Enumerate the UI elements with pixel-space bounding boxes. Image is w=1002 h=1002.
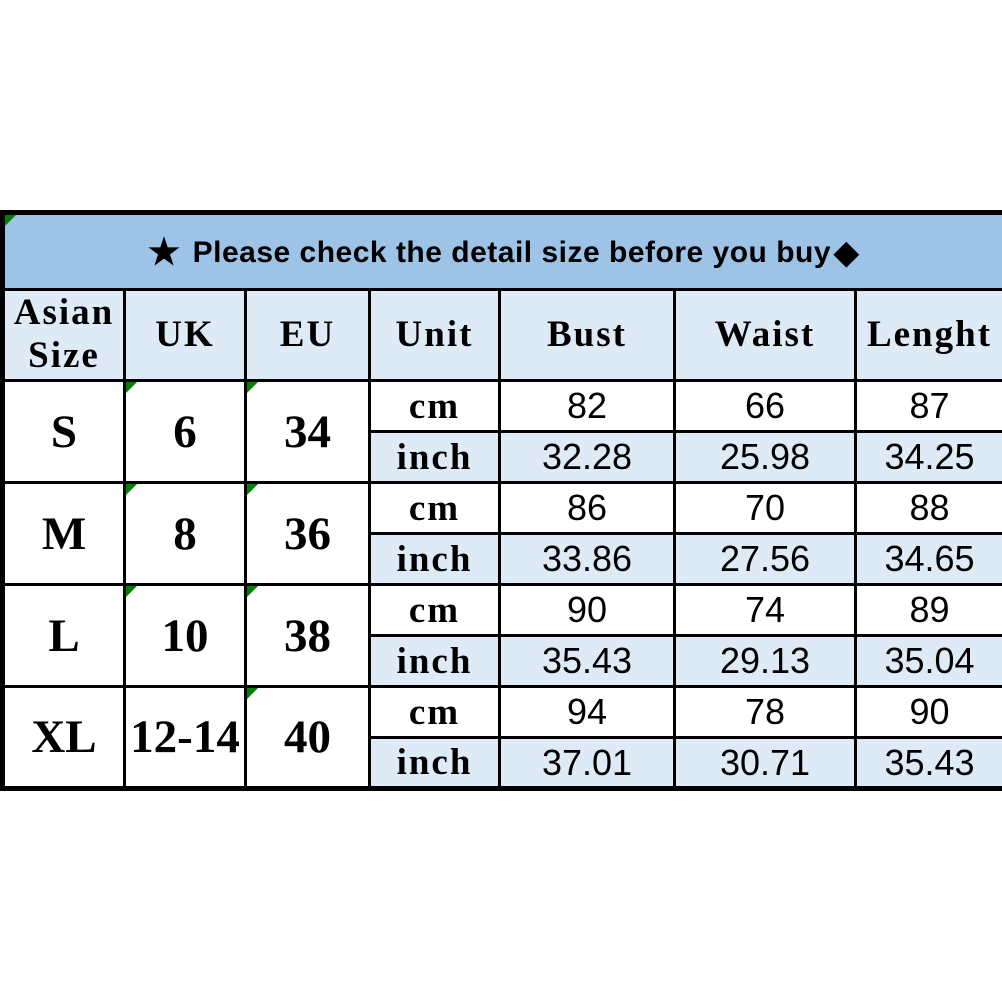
eu-size-cell: 34	[244, 379, 371, 484]
asian-size-cell: S	[1, 379, 126, 484]
asian-size-cell: L	[1, 583, 126, 688]
column-header-asian-size: Asian Size	[1, 288, 126, 382]
length-value-cell: 88	[854, 481, 1002, 535]
length-value-cell: 34.25	[854, 430, 1002, 484]
size-chart-image: ★ Please check the detail size before you…	[0, 210, 1002, 791]
length-value-cell: 35.04	[854, 634, 1002, 688]
bust-value-cell: 90	[498, 583, 676, 637]
uk-size-cell: 12-14	[123, 685, 247, 790]
column-header-waist: Waist	[673, 288, 857, 382]
uk-size-value: 8	[173, 507, 197, 560]
column-header-bust: Bust	[498, 288, 676, 382]
uk-size-cell: 6	[123, 379, 247, 484]
bust-value-cell: 37.01	[498, 736, 676, 790]
waist-value-cell: 66	[673, 379, 857, 433]
eu-size-cell: 38	[244, 583, 371, 688]
length-value-cell: 35.43	[854, 736, 1002, 790]
size-row-l-inch: inch 35.43 29.13 35.04	[3, 634, 1002, 688]
banner: ★ Please check the detail size before you…	[1, 211, 1002, 291]
column-header-unit: Unit	[368, 288, 501, 382]
banner-text: Please check the detail size before you …	[192, 235, 832, 269]
bust-value-cell: 94	[498, 685, 676, 739]
eu-size-cell: 36	[244, 481, 371, 586]
eu-size-value: 36	[284, 507, 331, 560]
unit-cell-inch: inch	[368, 430, 501, 484]
size-row-s-inch: inch 32.28 25.98 34.25	[3, 430, 1002, 484]
flag-triangle-icon	[127, 587, 137, 597]
size-row-l-cm: L 10 38 cm 90 74 89	[1, 583, 1002, 688]
length-value-cell: 89	[854, 583, 1002, 637]
waist-value-cell: 70	[673, 481, 857, 535]
unit-cell-inch: inch	[368, 634, 501, 688]
eu-size-value: 40	[284, 711, 331, 763]
unit-cell-inch: inch	[368, 532, 501, 586]
flag-triangle-icon	[248, 689, 258, 699]
asian-size-cell: XL	[1, 685, 126, 790]
uk-size-value: 12-14	[130, 711, 240, 763]
unit-cell-cm: cm	[368, 583, 501, 637]
eu-size-value: 38	[284, 609, 331, 662]
column-header-uk: UK	[123, 288, 247, 382]
eu-size-value: 34	[284, 405, 331, 458]
uk-size-cell: 10	[123, 583, 247, 688]
column-header-eu: EU	[244, 288, 371, 382]
size-row-xl-cm: XL 12-14 40 cm 94 78 90	[1, 685, 1002, 790]
bust-value-cell: 86	[498, 481, 676, 535]
size-row-xl-inch: inch 37.01 30.71 35.43	[3, 736, 1002, 790]
bust-value-cell: 32.28	[498, 430, 676, 484]
bust-value-cell: 33.86	[498, 532, 676, 586]
header-row: Asian Size UK EU Unit Bust Waist Lenght	[1, 288, 1002, 382]
flag-triangle-icon	[248, 587, 258, 597]
column-header-length: Lenght	[854, 288, 1002, 382]
banner-row: ★ Please check the detail size before you…	[1, 211, 1002, 291]
uk-size-value: 10	[161, 609, 209, 662]
waist-value-cell: 74	[673, 583, 857, 637]
uk-size-cell: 8	[123, 481, 247, 586]
asian-size-cell: M	[1, 481, 126, 586]
waist-value-cell: 30.71	[673, 736, 857, 790]
waist-value-cell: 78	[673, 685, 857, 739]
size-chart-table: ★ Please check the detail size before you…	[0, 210, 1002, 791]
unit-cell-cm: cm	[368, 685, 501, 739]
size-row-s-cm: S 6 34 cm 82 66 87	[1, 379, 1002, 484]
diamond-icon: ◆	[834, 233, 860, 270]
unit-cell-cm: cm	[368, 379, 501, 433]
waist-value-cell: 25.98	[673, 430, 857, 484]
bust-value-cell: 82	[498, 379, 676, 433]
length-value-cell: 90	[854, 685, 1002, 739]
star-icon: ★	[147, 230, 181, 272]
flag-triangle-icon	[248, 383, 258, 393]
length-value-cell: 34.65	[854, 532, 1002, 586]
bust-value-cell: 35.43	[498, 634, 676, 688]
eu-size-cell: 40	[244, 685, 371, 790]
size-row-m-inch: inch 33.86 27.56 34.65	[3, 532, 1002, 586]
uk-size-value: 6	[173, 405, 197, 458]
flag-triangle-icon	[127, 383, 137, 393]
waist-value-cell: 29.13	[673, 634, 857, 688]
flag-triangle-icon	[248, 485, 258, 495]
length-value-cell: 87	[854, 379, 1002, 433]
waist-value-cell: 27.56	[673, 532, 857, 586]
flag-triangle-icon	[5, 215, 16, 226]
unit-cell-inch: inch	[368, 736, 501, 790]
unit-cell-cm: cm	[368, 481, 501, 535]
flag-triangle-icon	[127, 485, 137, 495]
size-row-m-cm: M 8 36 cm 86 70 88	[1, 481, 1002, 586]
